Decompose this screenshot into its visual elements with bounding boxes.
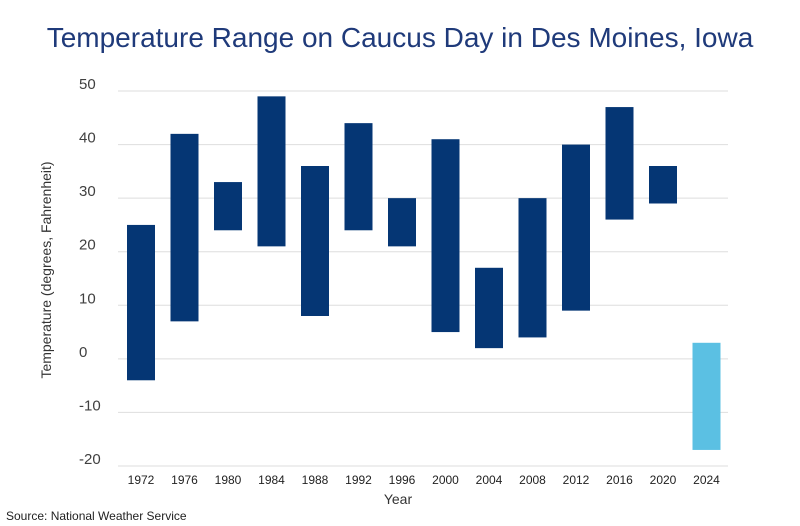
bar-2020 xyxy=(649,166,677,204)
y-tick-label: -10 xyxy=(79,397,101,414)
source-note: Source: National Weather Service xyxy=(6,509,187,523)
y-tick-label: 50 xyxy=(79,76,96,93)
bar-2008 xyxy=(518,198,547,338)
x-tick-label: 1984 xyxy=(258,473,285,487)
y-tick-label: 40 xyxy=(79,130,96,147)
x-axis-ticks: 1972 1976 1980 1984 1988 1992 1996 2000 2004 2008… xyxy=(128,473,721,487)
x-tick-label: 2020 xyxy=(650,473,677,487)
x-tick-label: 2004 xyxy=(476,473,503,487)
grid-layer xyxy=(118,90,728,467)
x-tick-label: 1988 xyxy=(302,473,329,487)
bar-1988 xyxy=(301,166,329,316)
x-tick-label: 1972 xyxy=(128,473,155,487)
x-tick-label: 2012 xyxy=(563,473,590,487)
chart-title: Temperature Range on Caucus Day in Des M… xyxy=(47,22,754,53)
bar-1972 xyxy=(127,224,155,381)
bar-2000 xyxy=(431,139,460,333)
x-tick-label: 2024 xyxy=(693,473,720,487)
y-tick-label: 20 xyxy=(79,237,96,254)
bar-layer xyxy=(127,96,721,450)
bar-1984 xyxy=(257,96,286,247)
y-axis-ticks: 50 40 30 20 10 0 -10 -20 xyxy=(79,76,101,468)
bar-1996 xyxy=(388,198,416,247)
bar-2012 xyxy=(562,144,590,311)
x-tick-label: 1992 xyxy=(345,473,372,487)
x-axis-label: Year xyxy=(384,491,413,507)
y-tick-label: -20 xyxy=(79,451,101,468)
bar-1976 xyxy=(170,133,199,322)
bar-1980 xyxy=(214,182,242,231)
x-tick-label: 2016 xyxy=(606,473,633,487)
y-tick-label: 10 xyxy=(79,290,96,307)
bar-2004 xyxy=(475,267,503,349)
x-tick-label: 1996 xyxy=(389,473,416,487)
bar-2024 xyxy=(692,342,721,450)
y-tick-label: 0 xyxy=(79,344,87,361)
y-tick-label: 30 xyxy=(79,183,96,200)
x-tick-label: 2008 xyxy=(519,473,546,487)
bar-2016 xyxy=(605,107,634,220)
x-tick-label: 2000 xyxy=(432,473,459,487)
x-tick-label: 1980 xyxy=(215,473,242,487)
y-axis-label: Temperature (degrees, Fahrenheit) xyxy=(38,161,54,378)
x-tick-label: 1976 xyxy=(171,473,198,487)
bar-1992 xyxy=(344,123,373,231)
